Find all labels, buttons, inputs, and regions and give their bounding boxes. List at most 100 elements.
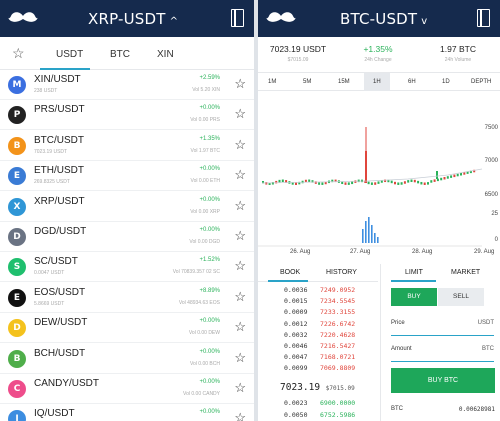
interval-6h[interactable]: 6H bbox=[408, 79, 416, 85]
book-icon[interactable] bbox=[231, 9, 244, 27]
candle bbox=[275, 180, 278, 184]
pair-title[interactable]: BTC-USDT v bbox=[340, 10, 428, 28]
candle bbox=[417, 180, 420, 184]
volume-bar bbox=[371, 225, 373, 243]
pair-change: +1.52% bbox=[199, 257, 220, 264]
pair-volume: Vol 48934.63 EOS bbox=[178, 299, 220, 306]
favorite-star-icon[interactable]: ☆ bbox=[234, 136, 246, 152]
favorites-star-icon[interactable]: ☆ bbox=[12, 45, 25, 61]
tab-usdt[interactable]: USDT bbox=[56, 49, 84, 60]
buy-btc-button[interactable]: BUY BTC bbox=[391, 368, 495, 393]
pair-volume: Vol 70839.357 02 SC bbox=[172, 269, 220, 276]
coin-icon: D bbox=[8, 319, 26, 338]
interval-tabs: 1M 5M 15M 1H 6H 1D DEPTH bbox=[258, 73, 500, 91]
market-row[interactable]: C CANDY/USDT +0.00% Vol 0.00 CANDY ☆ bbox=[0, 374, 254, 404]
candle bbox=[324, 181, 327, 185]
market-row[interactable]: D DEW/USDT +0.00% Vol 0.00 DEW ☆ bbox=[0, 313, 254, 344]
ask-row[interactable]: 0.0015 7234.5545 bbox=[258, 297, 378, 307]
tab-history[interactable]: HISTORY bbox=[326, 269, 357, 276]
ask-row[interactable]: 0.0047 7168.0721 bbox=[258, 353, 378, 363]
bid-row[interactable]: 0.0023 6900.0000 bbox=[258, 399, 378, 409]
coin-icon: I bbox=[8, 410, 26, 421]
market-row[interactable]: D DGD/USDT +0.00% Vol 0.00 DGD ☆ bbox=[0, 222, 254, 252]
candle bbox=[463, 172, 466, 175]
market-row[interactable]: E ETH/USDT 269.8325 USDT +0.00% Vol 0.00… bbox=[0, 161, 254, 192]
tab-btc[interactable]: BTC bbox=[110, 49, 130, 60]
ticker-stats: 7023.19 USDT $7015.09 +1.35% 24h Change 1.… bbox=[258, 37, 500, 73]
candle bbox=[268, 182, 271, 185]
ask-row[interactable]: 0.0012 7226.6742 bbox=[258, 320, 378, 330]
favorite-star-icon[interactable]: ☆ bbox=[234, 197, 246, 213]
candlestick-chart[interactable]: 7500 7000 6500 25 0 26. Aug 27. Aug 28. Aug 29. … bbox=[258, 91, 500, 261]
ask-price: 7234.5545 bbox=[320, 297, 356, 306]
market-row[interactable]: P PRS/USDT +0.00% Vol 0.00 PRS ☆ bbox=[0, 100, 254, 131]
pair-volume: Vol 0.00 BCH bbox=[189, 360, 220, 367]
pair-change: +2.59% bbox=[199, 75, 220, 81]
bid-row[interactable]: 0.0050 6752.5986 bbox=[258, 411, 378, 421]
tab-book[interactable]: BOOK bbox=[280, 269, 301, 276]
interval-depth[interactable]: DEPTH bbox=[471, 79, 492, 85]
mustache-logo-icon[interactable] bbox=[8, 10, 38, 26]
candle bbox=[466, 171, 469, 174]
date-tick: 26. Aug bbox=[290, 249, 310, 255]
candle bbox=[331, 179, 334, 183]
candle bbox=[420, 181, 423, 185]
pair-title[interactable]: XRP-USDT ^ bbox=[88, 10, 179, 28]
ask-row[interactable]: 0.0036 7249.0952 bbox=[258, 286, 378, 296]
candle bbox=[354, 180, 357, 183]
interval-1d[interactable]: 1D bbox=[442, 79, 450, 85]
interval-1m[interactable]: 1M bbox=[268, 79, 277, 85]
pair-change: +0.00% bbox=[199, 318, 220, 325]
candle bbox=[367, 181, 370, 185]
buy-toggle[interactable]: BUY bbox=[391, 288, 437, 306]
favorite-star-icon[interactable]: ☆ bbox=[234, 258, 246, 274]
stat-volume: 1.97 BTC 24h Volume bbox=[440, 44, 476, 63]
favorite-star-icon[interactable]: ☆ bbox=[234, 410, 246, 421]
stat-change: +1.35% 24h Change bbox=[363, 44, 393, 63]
price-tick: 7500 bbox=[485, 125, 499, 131]
favorite-star-icon[interactable]: ☆ bbox=[234, 106, 246, 122]
pair-volume: Vol 5.20 XIN bbox=[192, 87, 220, 93]
amount-field[interactable]: Amount BTC bbox=[391, 340, 494, 362]
candle bbox=[460, 173, 462, 176]
tab-market[interactable]: MARKET bbox=[451, 269, 481, 276]
favorite-star-icon[interactable]: ☆ bbox=[234, 228, 246, 243]
favorite-star-icon[interactable]: ☆ bbox=[234, 288, 246, 304]
ask-row[interactable]: 0.0046 7216.5427 bbox=[258, 342, 378, 352]
pair-price: 5.8669 USDT bbox=[34, 300, 65, 307]
date-tick: 29. Aug bbox=[474, 249, 494, 255]
interval-15m[interactable]: 15M bbox=[338, 79, 350, 85]
pair-volume: Vol 0.00 CANDY bbox=[183, 391, 220, 397]
market-row[interactable]: I IQ/USDT +0.00% Vol 0.00 IQ ☆ bbox=[0, 404, 254, 421]
favorite-star-icon[interactable]: ☆ bbox=[234, 380, 246, 395]
market-row[interactable]: X XRP/USDT +0.00% Vol 0.00 XRP ☆ bbox=[0, 192, 254, 222]
pair-label: PRS/USDT bbox=[34, 104, 85, 116]
ask-price: 7216.5427 bbox=[320, 342, 356, 350]
favorite-star-icon[interactable]: ☆ bbox=[234, 349, 246, 365]
pair-price: 238 USDT bbox=[34, 88, 58, 94]
sell-toggle[interactable]: SELL bbox=[438, 288, 484, 306]
market-row[interactable]: B BTC/USDT 7023.19 USDT +1.35% Vol 1.97 … bbox=[0, 131, 254, 161]
interval-5m[interactable]: 5M bbox=[303, 79, 312, 85]
mustache-logo-icon[interactable] bbox=[266, 10, 296, 26]
coin-icon: E bbox=[8, 167, 26, 186]
tab-limit[interactable]: LIMIT bbox=[405, 269, 423, 276]
interval-1h[interactable]: 1H bbox=[364, 73, 390, 91]
book-icon[interactable] bbox=[477, 9, 490, 27]
volume-tick: 0 bbox=[495, 237, 499, 243]
favorite-star-icon[interactable]: ☆ bbox=[234, 167, 246, 183]
favorite-star-icon[interactable]: ☆ bbox=[234, 76, 246, 91]
candle bbox=[390, 180, 393, 184]
market-row[interactable]: E EOS/USDT 5.8669 USDT +8.89% Vol 48934.… bbox=[0, 283, 254, 313]
pair-change: +0.00% bbox=[199, 227, 220, 233]
ask-row[interactable]: 0.0009 7233.3155 bbox=[258, 308, 378, 318]
ask-row[interactable]: 0.0032 7220.4628 bbox=[258, 331, 378, 341]
ask-row[interactable]: 0.0099 7069.8809 bbox=[258, 364, 378, 374]
market-row[interactable]: M XIN/USDT 238 USDT +2.59% Vol 5.20 XIN … bbox=[0, 70, 254, 100]
pair-label: BCH/USDT bbox=[34, 347, 86, 359]
market-row[interactable]: S SC/USDT 0.0047 USDT +1.52% Vol 70839.3… bbox=[0, 252, 254, 283]
market-row[interactable]: B BCH/USDT +0.00% Vol 0.00 BCH ☆ bbox=[0, 344, 254, 374]
tab-xin[interactable]: XIN bbox=[157, 49, 174, 60]
price-field[interactable]: Price USDT bbox=[391, 314, 494, 336]
favorite-star-icon[interactable]: ☆ bbox=[234, 319, 246, 335]
